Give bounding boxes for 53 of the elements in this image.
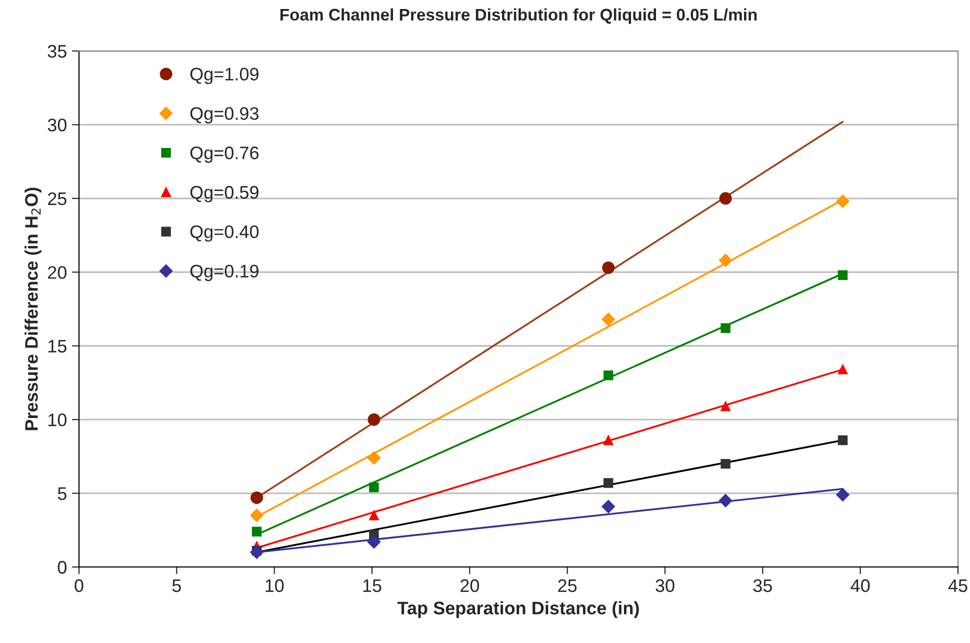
point [367,535,381,549]
x-tick-label: 15 [363,579,382,592]
chart-title: Foam Channel Pressure Distribution for Qliquid = 0.05 L/min [280,8,757,24]
point [250,491,264,504]
legend-label: Qg=0.40 [190,225,259,242]
point [719,192,732,205]
x-tick-label: 30 [656,579,674,592]
x-tick-label: 25 [558,579,577,592]
y-tick-label: 10 [48,414,66,426]
point [838,435,848,446]
x-tick-label: 0 [74,579,84,592]
point [368,413,380,426]
point [718,254,732,267]
y-tick-label: 35 [48,44,66,58]
point [603,435,614,446]
point [602,312,615,326]
point [720,401,730,412]
x-tick-label: 5 [172,579,181,592]
legend-label: Qg=0.93 [190,107,258,124]
y-tick-label: 25 [48,192,66,206]
legend-label: Qg=1.09 [190,68,258,84]
x-tick-label: 45 [948,579,968,592]
y-axis-title: Pressure Difference (in H$_{2}$O) [24,188,42,430]
point [369,482,379,492]
legend-label: Qg=0.76 [190,146,258,163]
point [603,478,614,488]
point [836,488,850,502]
x-axis-title: Tap Separation Distance (in) [397,601,639,618]
x-tick-label: 35 [753,579,772,592]
y-tick-label: 15 [48,340,66,353]
y-tick-label: 5 [58,487,66,500]
point [250,546,264,559]
x-tick-label: 10 [266,579,284,592]
x-tick-label: 40 [850,579,870,592]
point [836,194,850,208]
legend-label: Qg=0.19 [190,264,258,282]
y-tick-label: 20 [48,266,66,279]
point [367,451,381,464]
point [838,270,848,280]
point [720,458,730,469]
point [720,323,730,334]
point [369,510,379,520]
point [602,261,615,274]
point [838,364,848,374]
y-tick-label: 0 [58,560,66,574]
point [718,494,732,508]
point [250,508,264,522]
point [252,526,262,536]
x-tick-label: 20 [460,579,480,592]
legend-label: Qg=0.59 [190,186,258,202]
point [603,370,614,380]
point [602,500,615,514]
y-tick-label: 30 [48,118,66,132]
